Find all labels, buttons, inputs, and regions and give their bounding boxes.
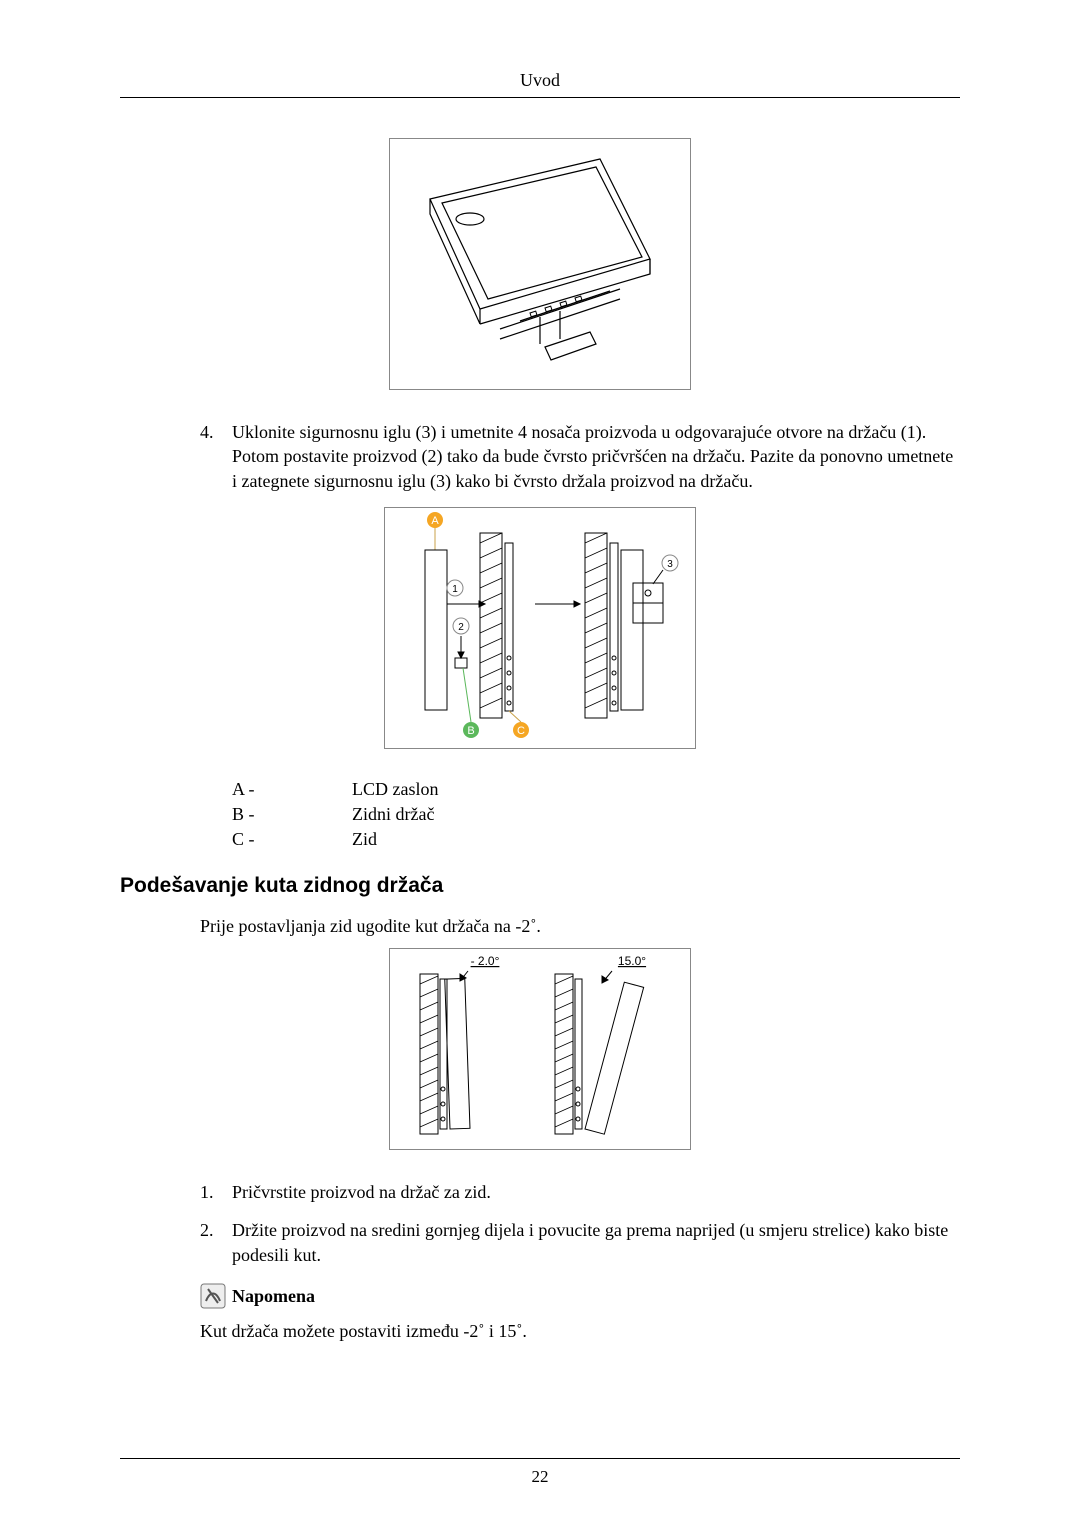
page-number: 22 — [120, 1467, 960, 1487]
figure-tv-isometric — [389, 138, 691, 390]
after-step-1: 1. Pričvrstite proizvod na držač za zid. — [200, 1180, 960, 1204]
legend-val-a: LCD zaslon — [352, 779, 438, 800]
svg-text:1: 1 — [452, 584, 458, 595]
step-4: 4. Uklonite sigurnosnu iglu (3) i umetni… — [200, 420, 960, 493]
step-4-number: 4. — [200, 420, 232, 493]
after-step-2-text: Držite proizvod na sredini gornjeg dijel… — [232, 1218, 960, 1267]
svg-text:B: B — [467, 725, 474, 737]
after-step-1-text: Pričvrstite proizvod na držač za zid. — [232, 1180, 960, 1204]
legend-key-a: A - — [232, 779, 352, 800]
after-step-1-num: 1. — [200, 1180, 232, 1204]
angle-left-label: - 2.0° — [471, 954, 500, 968]
after-step-2: 2. Držite proizvod na sredini gornjeg di… — [200, 1218, 960, 1267]
legend-row-a: A - LCD zaslon — [232, 779, 960, 800]
section-heading: Podešavanje kuta zidnog držača — [120, 874, 960, 898]
footer-rule — [120, 1458, 960, 1459]
note-icon — [200, 1283, 226, 1309]
svg-text:2: 2 — [458, 622, 464, 633]
figure-angle: - 2.0° — [389, 948, 691, 1150]
legend-val-b: Zidni držač — [352, 804, 434, 825]
legend-row-c: C - Zid — [232, 829, 960, 850]
svg-text:C: C — [517, 725, 525, 737]
legend-key-b: B - — [232, 804, 352, 825]
note-text: Kut držača možete postaviti između -2˚ i… — [200, 1319, 960, 1343]
legend-val-c: Zid — [352, 829, 377, 850]
angle-right-label: 15.0° — [618, 954, 646, 968]
legend: A - LCD zaslon B - Zidni držač C - Zid — [232, 779, 960, 850]
page-header-title: Uvod — [120, 70, 960, 91]
note-row: Napomena — [200, 1283, 960, 1309]
footer: 22 — [120, 1458, 960, 1487]
after-step-2-num: 2. — [200, 1218, 232, 1267]
legend-row-b: B - Zidni držač — [232, 804, 960, 825]
note-label: Napomena — [232, 1286, 315, 1307]
figure-mount-front: 1 2 — [384, 507, 696, 749]
svg-text:A: A — [431, 515, 439, 527]
svg-text:3: 3 — [667, 559, 673, 570]
pre-text: Prije postavljanja zid ugodite kut držač… — [200, 914, 960, 938]
step-4-text: Uklonite sigurnosnu iglu (3) i umetnite … — [232, 420, 960, 493]
legend-key-c: C - — [232, 829, 352, 850]
